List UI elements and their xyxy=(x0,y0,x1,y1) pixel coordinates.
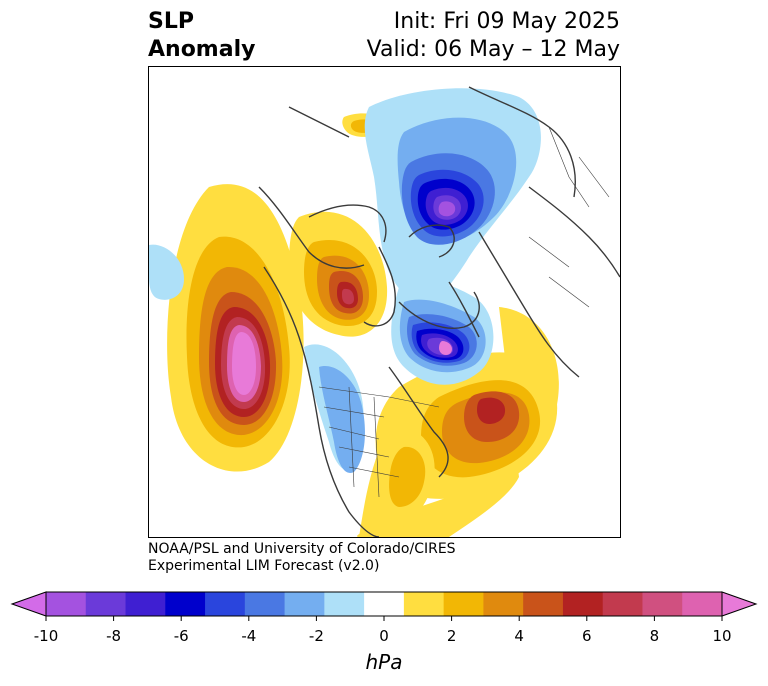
coastlines xyxy=(258,86,620,537)
map-title: SLP Anomaly xyxy=(148,8,255,64)
colorbar-tick-label: -4 xyxy=(241,627,257,645)
hudson-high-anomaly xyxy=(289,211,388,337)
title-line-1: SLP xyxy=(148,9,194,34)
colorbar-cell xyxy=(443,592,484,616)
colorbar-cell xyxy=(562,592,604,616)
west-negative-spot xyxy=(149,244,184,300)
colorbar-cell xyxy=(205,592,246,616)
colorbar-tick-label: 0 xyxy=(379,627,389,645)
date-info: Init: Fri 09 May 2025 Valid: 06 May – 12… xyxy=(367,8,620,64)
colorbar-right-arrow xyxy=(721,591,758,617)
colorbar-cell xyxy=(642,592,683,616)
colorbar-cell xyxy=(125,592,166,616)
colorbar-cell xyxy=(523,592,564,616)
init-date: Init: Fri 09 May 2025 xyxy=(393,9,620,34)
borders xyxy=(318,126,610,498)
valid-range: Valid: 06 May – 12 May xyxy=(366,37,620,62)
us-negative-tongue xyxy=(319,366,365,473)
colorbar-cell xyxy=(483,592,524,616)
colorbar-tick-label: 2 xyxy=(446,627,457,645)
colorbar-tick-label: -8 xyxy=(106,627,122,645)
credit-line-2: Experimental LIM Forecast (v2.0) xyxy=(148,558,380,574)
anomaly-field xyxy=(149,86,620,537)
arctic-low-anomaly xyxy=(364,88,541,317)
colorbar xyxy=(10,591,758,621)
title-line-2: Anomaly xyxy=(148,37,256,62)
colorbar-unit-label: hPa xyxy=(365,650,403,674)
colorbar-cell xyxy=(46,592,87,616)
colorbar-cell xyxy=(403,592,445,616)
colorbar-tick-label: 8 xyxy=(649,627,660,645)
colorbar-cell xyxy=(165,592,206,616)
colorbar-cell xyxy=(244,592,286,616)
colorbar-ticks xyxy=(45,616,723,621)
colorbar-cell xyxy=(682,592,723,616)
slp-anomaly-map xyxy=(148,66,621,538)
pacific-high-anomaly xyxy=(167,184,304,472)
colorbar-tick-label: -6 xyxy=(173,627,189,645)
credit-line-1: NOAA/PSL and University of Colorado/CIRE… xyxy=(148,541,456,557)
colorbar-tick-label: -2 xyxy=(308,627,324,645)
colorbar-cell xyxy=(284,592,325,616)
colorbar-tick-label: 10 xyxy=(712,627,732,645)
credit-text: NOAA/PSL and University of Colorado/CIRE… xyxy=(148,541,456,575)
colorbar-tick-label: 4 xyxy=(514,627,524,645)
colorbar-tick-label: 6 xyxy=(582,627,592,645)
colorbar-cell xyxy=(602,592,643,616)
colorbar-cell xyxy=(324,592,365,616)
colorbar-left-arrow xyxy=(10,591,47,617)
southeast-positive-anomaly xyxy=(359,426,435,537)
colorbar-cell xyxy=(364,592,405,616)
colorbar-cells xyxy=(46,592,723,616)
colorbar-tick-label: -10 xyxy=(33,627,59,645)
colorbar-cell xyxy=(85,592,127,616)
